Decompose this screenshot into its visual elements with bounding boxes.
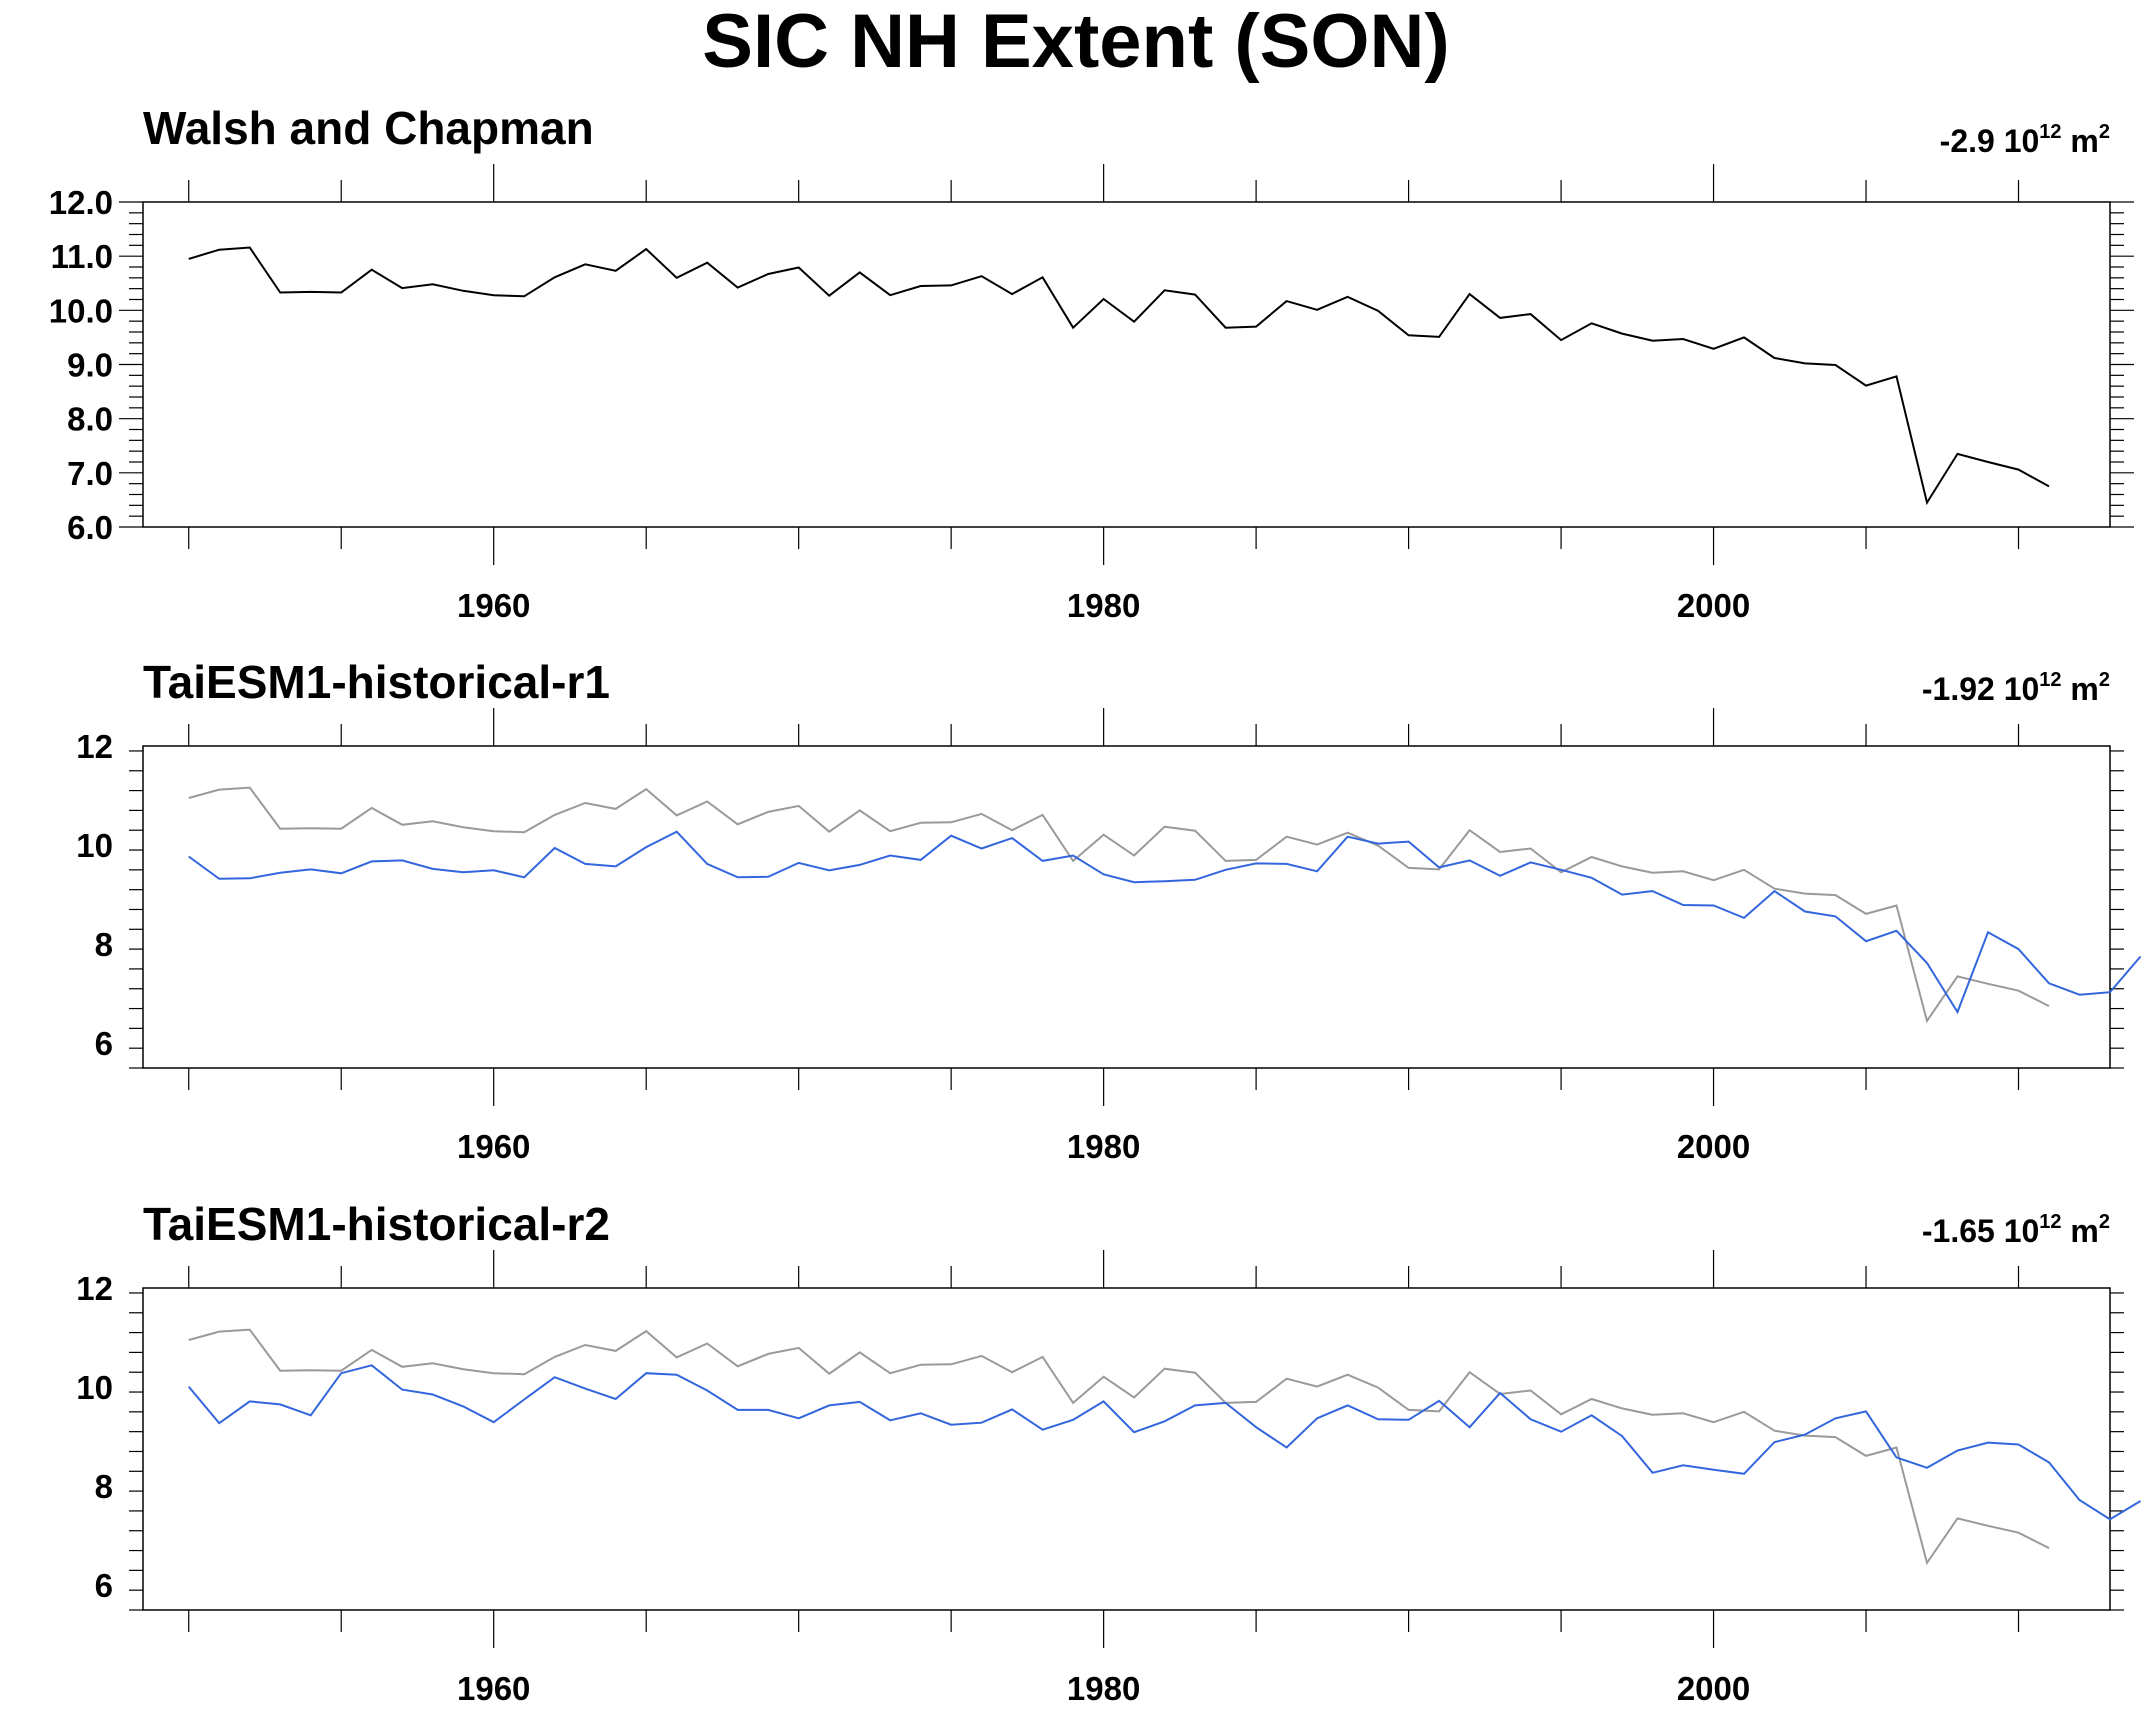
plot-frame bbox=[142, 1287, 2111, 1611]
y-tick-label: 6 bbox=[95, 1567, 113, 1604]
x-tick-label: 1980 bbox=[1067, 1128, 1140, 1165]
y-tick-label: 11.0 bbox=[51, 238, 113, 275]
y-tick-label: 6.0 bbox=[67, 509, 113, 546]
model-series-line bbox=[188, 830, 2142, 1015]
x-tick-label: 1960 bbox=[457, 1128, 530, 1165]
observation_overlay-series-line bbox=[188, 786, 2050, 1024]
x-tick-label: 2000 bbox=[1677, 587, 1750, 624]
panel-2: TaiESM1-historical-r1 -1.92 1012 m2 6 8 10… bbox=[76, 656, 2142, 1165]
plot-area: 6 8 10 12 1960 1980 2000 bbox=[76, 708, 2142, 1165]
y-tick-label: 8 bbox=[95, 1468, 113, 1505]
y-tick-label: 12 bbox=[76, 1270, 113, 1307]
figure-title: SIC NH Extent (SON) bbox=[702, 0, 1450, 84]
y-tick-label: 10 bbox=[76, 827, 113, 864]
y-tick-label: 7.0 bbox=[67, 455, 113, 492]
model-series-line bbox=[187, 1364, 2142, 1521]
x-tick-label: 1960 bbox=[457, 1670, 530, 1707]
y-tick-label: 10 bbox=[76, 1369, 113, 1406]
panel-1: Walsh and Chapman -2.9 1012 m2 6.0 7.0 8.0… bbox=[49, 102, 2134, 624]
x-tick-label: 1960 bbox=[457, 587, 530, 624]
y-tick-label: 10.0 bbox=[49, 292, 113, 329]
x-tick-label: 1980 bbox=[1067, 587, 1140, 624]
panel-3: TaiESM1-historical-r2 -1.65 1012 m2 6 8 10… bbox=[76, 1198, 2142, 1707]
y-tick-label: 12 bbox=[76, 728, 113, 765]
y-tick-label: 9.0 bbox=[67, 347, 113, 384]
x-tick-label: 2000 bbox=[1677, 1128, 1750, 1165]
y-tick-label: 12.0 bbox=[49, 184, 113, 221]
y-tick-label: 8 bbox=[95, 926, 113, 963]
x-tick-label: 1980 bbox=[1067, 1670, 1140, 1707]
plot-area: 6.0 7.0 8.0 9.0 10.0 11.0 12.0 1960 1980 2000 bbox=[49, 164, 2134, 624]
panel-title: TaiESM1-historical-r2 bbox=[143, 1198, 610, 1250]
plot-area: 6 8 10 12 1960 1980 2000 bbox=[76, 1250, 2142, 1707]
y-tick-label: 6 bbox=[95, 1025, 113, 1062]
observation_overlay-series-line bbox=[188, 1328, 2050, 1566]
y-tick-label: 8.0 bbox=[67, 401, 113, 438]
panel-title: Walsh and Chapman bbox=[143, 102, 594, 154]
plot-frame bbox=[142, 745, 2111, 1069]
trend-label: -2.9 1012 m2 bbox=[1940, 121, 2110, 159]
x-tick-label: 2000 bbox=[1677, 1670, 1750, 1707]
trend-label: -1.65 1012 m2 bbox=[1922, 1211, 2110, 1249]
trend-label: -1.92 1012 m2 bbox=[1922, 669, 2110, 707]
panel-title: TaiESM1-historical-r1 bbox=[143, 656, 610, 708]
observation-series-line bbox=[188, 246, 2050, 506]
